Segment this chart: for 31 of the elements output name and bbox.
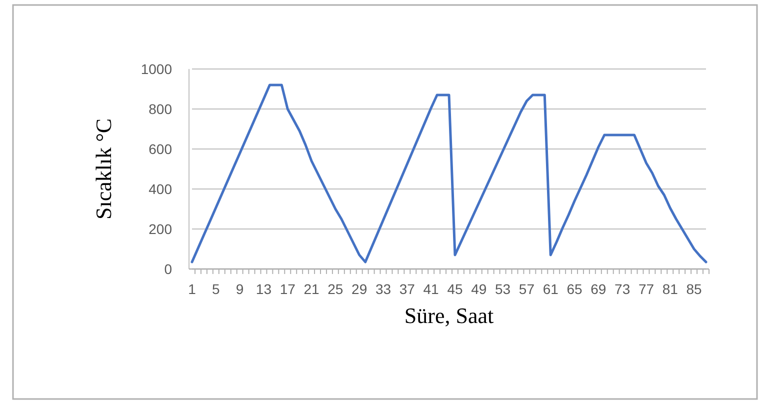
x-tick-label: 33 [375, 281, 392, 297]
x-axis-title: Süre, Saat [404, 303, 494, 328]
x-tick-label: 45 [447, 281, 463, 297]
x-tick-label: 57 [518, 281, 535, 297]
x-tick-label: 37 [399, 281, 416, 297]
x-tick-label: 85 [686, 281, 702, 297]
x-tick-label: 81 [662, 281, 678, 297]
x-tick-label: 77 [638, 281, 654, 297]
y-tick-label: 800 [148, 100, 172, 117]
x-tick-label: 17 [280, 281, 296, 297]
x-tick-label: 53 [495, 281, 511, 297]
x-tick-label: 25 [328, 281, 344, 297]
y-tick-label: 1000 [140, 60, 172, 77]
x-tick-label: 41 [423, 281, 440, 297]
x-tick-label: 5 [212, 281, 220, 297]
y-tick-label: 600 [148, 140, 172, 157]
x-tick-label: 69 [590, 281, 606, 297]
x-tick-label: 65 [566, 281, 583, 297]
line-series [190, 84, 708, 264]
y-axis-title: Sıcaklık °C [91, 118, 116, 220]
x-tick-label: 9 [236, 281, 244, 297]
x-tick-label: 21 [304, 281, 320, 297]
y-tick-label: 0 [164, 260, 172, 277]
x-tick-label: 49 [471, 281, 487, 297]
x-tick-label: 13 [256, 281, 272, 297]
x-tick-label: 29 [352, 281, 368, 297]
x-tick-label: 73 [614, 281, 630, 297]
x-tick-label: 61 [542, 281, 559, 297]
x-tick-label: 1 [188, 281, 196, 297]
y-tick-label: 400 [148, 180, 172, 197]
y-tick-label: 200 [148, 220, 172, 237]
